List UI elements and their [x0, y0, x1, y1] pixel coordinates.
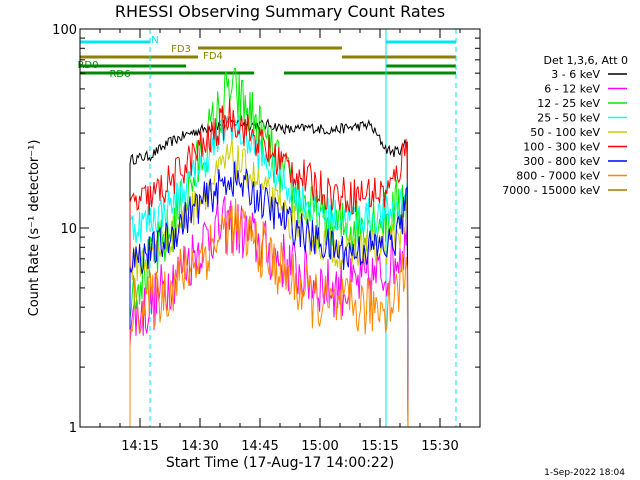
series-lines	[129, 67, 409, 428]
series-line	[129, 161, 409, 428]
x-tick-label: 14:30	[181, 439, 218, 454]
y-axis-label: Count Rate (s⁻¹ detector⁻¹)	[27, 140, 42, 317]
chart-title: RHESSI Observing Summary Count Rates	[115, 2, 445, 21]
x-tick-label: 15:30	[421, 439, 458, 454]
x-tick-label: 15:15	[361, 439, 398, 454]
series-line	[129, 196, 409, 428]
y-tick-label: 100	[52, 23, 77, 38]
legend-entry-label: 800 - 7000 keV	[516, 170, 600, 183]
y-tick-label: 10	[60, 222, 77, 237]
flag-label: N	[151, 35, 158, 46]
x-axis-label: Start Time (17-Aug-17 14:00:22)	[166, 455, 394, 471]
series-line	[129, 198, 409, 428]
flag-label: FD4	[203, 51, 223, 62]
legend-entry-label: 3 - 6 keV	[551, 68, 600, 81]
x-axis: 14:15 14:30 14:45 15:00 15:15 15:30	[79, 29, 481, 454]
flag-bars: N FD3 FD4 RD0 RD6	[77, 35, 456, 80]
legend-entry-label: 50 - 100 keV	[530, 126, 600, 139]
series-line	[129, 115, 409, 428]
y-tick-label: 1	[69, 421, 77, 436]
legend-entry-label: 100 - 300 keV	[523, 141, 600, 154]
x-tick-label: 14:45	[241, 439, 278, 454]
series-line	[129, 116, 409, 428]
x-tick-label: 15:00	[301, 439, 338, 454]
legend-header: Det 1,3,6, Att 0	[544, 54, 628, 67]
legend-entry-label: 12 - 25 keV	[537, 97, 600, 110]
series-line	[129, 99, 409, 428]
series-line	[129, 138, 409, 428]
legend-entry-label: 7000 - 15000 keV	[502, 184, 600, 197]
legend-entry-label: 6 - 12 keV	[544, 83, 600, 96]
legend-entry-label: 300 - 800 keV	[523, 155, 600, 168]
legend-entry-label: 25 - 50 keV	[537, 112, 600, 125]
y-axis: 1 10 100	[52, 23, 480, 436]
flag-label: FD3	[171, 44, 191, 55]
flag-label: RD0	[77, 60, 98, 71]
date-stamp: 1-Sep-2022 18:04	[544, 468, 625, 478]
x-tick-label: 14:15	[121, 439, 158, 454]
flag-label: RD6	[109, 69, 130, 80]
